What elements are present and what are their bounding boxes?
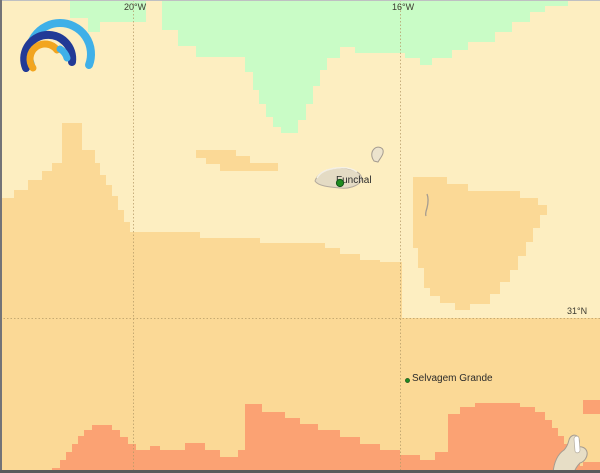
meridian-label-20w: 20°W [124, 2, 147, 12]
place-label-selvagem-grande: Selvagem Grande [412, 373, 493, 384]
rainbow-logo [20, 19, 95, 72]
region-warm-tan-main [0, 123, 600, 473]
region-hot-orange-band [52, 403, 586, 473]
porto-santo-island [371, 146, 384, 163]
map-border-left [0, 0, 2, 473]
logo-inner-blue-arc-icon [56, 45, 71, 62]
region-warm-tan-patch [196, 150, 278, 171]
meridian-label-16w: 16°W [392, 2, 415, 12]
madeira-north-coast-highlight [316, 167, 358, 179]
map-border-bottom [0, 470, 600, 473]
parallel-label-31n: 31°N [567, 306, 588, 316]
place-label-funchal: Funchal [336, 175, 372, 186]
region-hot-orange-patch-corner [583, 462, 600, 473]
logo-middle-arc-icon [20, 30, 77, 72]
canary-island-white-patch [573, 435, 581, 454]
map-border-top [0, 0, 600, 1]
desertas-islands [424, 193, 429, 217]
region-warm-tan-blob [413, 177, 547, 310]
region-hot-orange-patch-top [583, 400, 600, 414]
logo-inner-orange-arc-icon [26, 40, 61, 72]
region-cool-green [70, 0, 568, 133]
